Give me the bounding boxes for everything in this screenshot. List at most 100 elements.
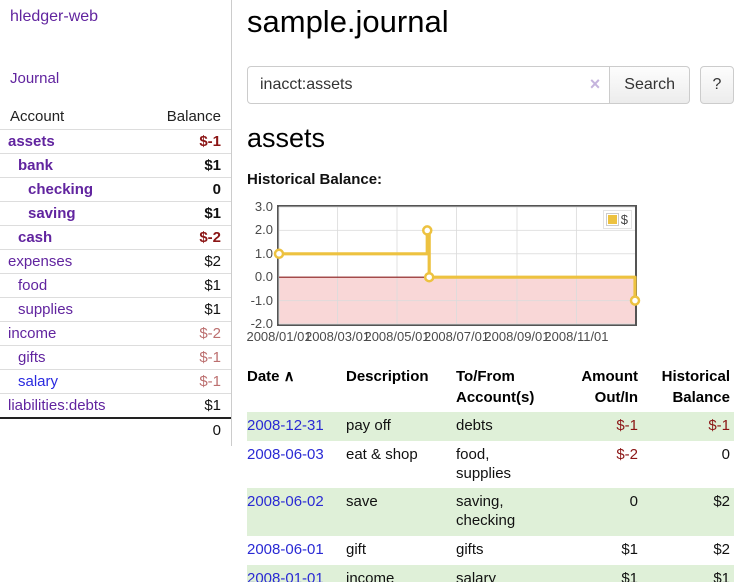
account-row: checking 0 [0, 177, 231, 201]
account-row: gifts $-1 [0, 345, 231, 369]
transaction-description: income [346, 569, 395, 582]
legend-label: $ [620, 212, 628, 227]
sidebar-account-link[interactable]: gifts [18, 349, 46, 366]
account-balance: $1 [204, 205, 221, 222]
register-row[interactable]: 2008-12-31 pay off debts $-1 $-1 [247, 412, 734, 441]
account-heading: assets [247, 123, 326, 153]
transaction-date-link[interactable]: 2008-12-31 [247, 417, 324, 434]
transaction-accounts: gifts [456, 540, 484, 558]
account-balance: $-1 [199, 349, 221, 366]
chart-title: Historical Balance: [247, 171, 383, 188]
transaction-description: save [346, 493, 378, 511]
legend-swatch-icon [605, 213, 619, 226]
transaction-balance: $2 [713, 493, 730, 511]
chart-canvas [273, 206, 641, 325]
register-row[interactable]: 2008-06-02 save saving, checking 0 $2 [247, 488, 734, 536]
main-content: sample.journal × Search ? assets Histori… [232, 0, 742, 582]
transaction-accounts: salary [456, 569, 497, 582]
account-balance: $1 [204, 157, 221, 174]
sidebar-account-link[interactable]: food [18, 277, 48, 294]
accounts-header-account: Account [10, 108, 65, 125]
chart-legend: $ [602, 210, 632, 229]
account-row: liabilities:debts $1 [0, 393, 231, 417]
sidebar-account-link[interactable]: expenses [8, 253, 73, 270]
accounts-list: assets $-1 bank $1 checking 0 saving $1 cash $-2 e… [0, 129, 231, 417]
clear-search-icon[interactable]: × [589, 74, 601, 94]
account-balance: 0 [212, 181, 221, 198]
transaction-accounts: saving, checking [456, 493, 516, 529]
transaction-balance: $1 [713, 569, 730, 582]
account-row: bank $1 [0, 153, 231, 177]
search-button[interactable]: Search [610, 66, 690, 104]
transaction-date-link[interactable]: 2008-06-03 [247, 445, 324, 463]
search-input[interactable] [247, 66, 611, 104]
transaction-balance: $2 [713, 540, 730, 558]
sidebar-account-link[interactable]: income [8, 325, 57, 342]
transaction-description: gift [346, 540, 367, 558]
search-bar: × Search ? [247, 66, 734, 104]
register-row[interactable]: 2008-06-03 eat & shop food, supplies $-2 0 [247, 441, 734, 489]
y-axis-tick-label: 3.0 [254, 199, 273, 214]
historical-balance-chart: $ 3.0 2.0 1.0 0.0 -1.0 -2.0 2008/01/01 2008/03… [246, 197, 734, 347]
register-column-header[interactable]: Date ∧ [247, 368, 295, 385]
register-column-header: To/From Account(s) [456, 368, 535, 406]
sidebar: hledger-web Journal Account Balance asse… [0, 0, 232, 446]
x-axis-tick-label: 2008/03/01 [304, 329, 371, 344]
transaction-date-link[interactable]: 2008-06-01 [247, 540, 324, 558]
sidebar-account-link[interactable]: liabilities:debts [8, 397, 106, 414]
transaction-amount: $-2 [616, 445, 638, 463]
brand-link[interactable]: hledger-web [10, 8, 99, 25]
account-row: expenses $2 [0, 249, 231, 273]
transaction-balance: $-1 [708, 417, 730, 434]
y-axis-tick-label: -2.0 [250, 316, 273, 331]
accounts-total-row: 0 [0, 417, 231, 442]
transaction-balance: 0 [721, 445, 730, 463]
account-row: salary $-1 [0, 369, 231, 393]
sidebar-account-link[interactable]: assets [8, 133, 55, 150]
account-balance: $-2 [199, 325, 221, 342]
x-axis-tick-label: 2008/11/01 [544, 329, 609, 344]
register-column-header: Amount Out/In [581, 368, 638, 406]
chart-plot-area: $ [273, 205, 641, 326]
account-balance: $-1 [199, 133, 221, 150]
x-axis-tick-label: 2008/09/01 [484, 329, 550, 344]
sidebar-account-link[interactable]: checking [28, 181, 94, 198]
accounts-table: Account Balance assets $-1 bank $1 checking 0… [0, 105, 231, 442]
account-row: assets $-1 [0, 129, 231, 153]
transaction-date-link[interactable]: 2008-06-02 [247, 493, 324, 511]
account-balance: $-1 [199, 373, 221, 390]
register-column-header: Description [346, 368, 429, 385]
transaction-accounts: food, supplies [456, 445, 512, 482]
account-row: food $1 [0, 273, 231, 297]
search-box: × [247, 66, 611, 104]
sidebar-account-link[interactable]: bank [18, 157, 54, 174]
register-row[interactable]: 2008-06-01 gift gifts $1 $2 [247, 536, 734, 565]
accounts-total-value: 0 [212, 422, 221, 439]
sidebar-item-journal[interactable]: Journal [10, 70, 60, 87]
transaction-accounts: debts [456, 417, 493, 434]
transaction-date-link[interactable]: 2008-01-01 [247, 569, 324, 582]
transaction-description: pay off [346, 417, 391, 434]
account-row: cash $-2 [0, 225, 231, 249]
help-button[interactable]: ? [700, 66, 734, 104]
sort-ascending-icon: ∧ [279, 368, 295, 385]
account-row: supplies $1 [0, 297, 231, 321]
account-balance: $-2 [199, 229, 221, 246]
sidebar-account-link[interactable]: cash [18, 229, 53, 246]
sidebar-account-link[interactable]: salary [18, 373, 59, 390]
transaction-amount: $1 [621, 540, 638, 558]
accounts-header-balance: Balance [166, 108, 221, 125]
register-row[interactable]: 2008-01-01 income salary $1 $1 [247, 564, 734, 582]
register-table: Date ∧ Description To/From Account(s) Amoun… [247, 364, 734, 582]
x-axis-tick-label: 2008/05/01 [364, 329, 430, 344]
transaction-description: eat & shop [346, 445, 418, 463]
register-body: 2008-12-31 pay off debts $-1 $-1 2008-06-03 ea… [247, 412, 734, 582]
account-balance: $1 [204, 277, 221, 294]
sidebar-account-link[interactable]: supplies [18, 301, 74, 318]
account-balance: $1 [204, 301, 221, 318]
transaction-amount: $-1 [616, 417, 638, 434]
sidebar-account-link[interactable]: saving [28, 205, 76, 222]
y-axis-tick-label: 2.0 [254, 222, 273, 238]
y-axis-tick-label: 1.0 [254, 245, 273, 261]
